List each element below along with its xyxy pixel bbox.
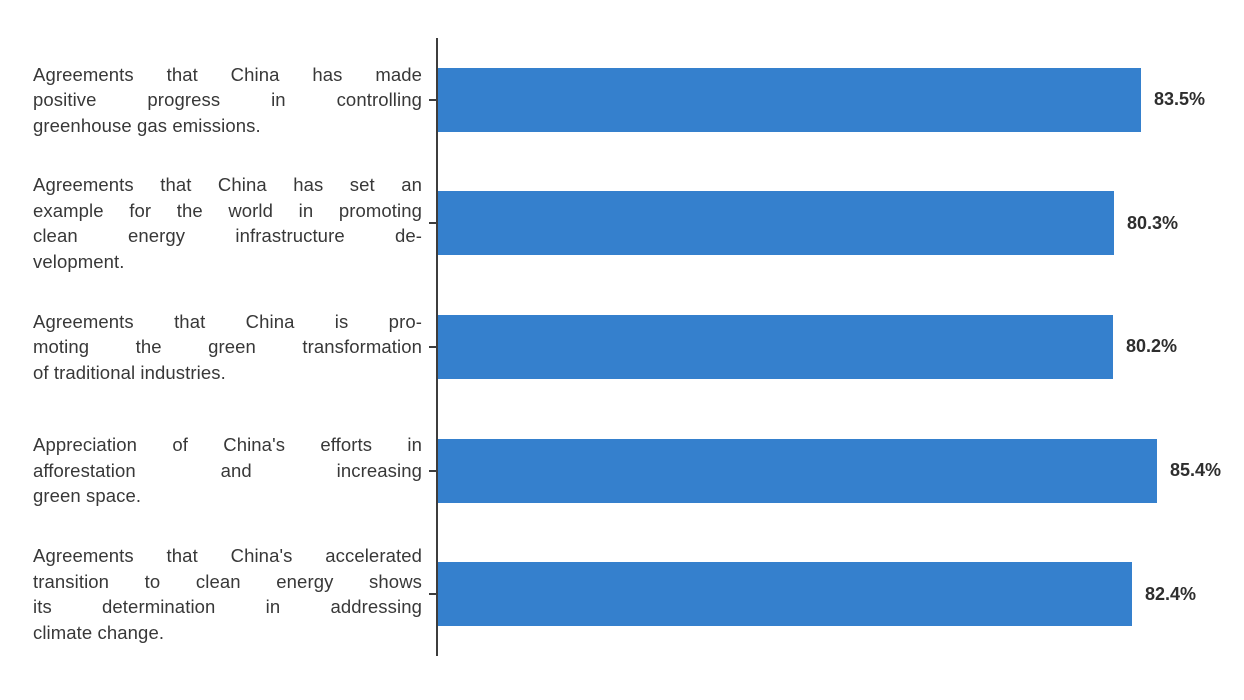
value-label: 83.5% — [1154, 89, 1206, 110]
value-label: 82.4% — [1145, 583, 1197, 604]
category-label: Agreements that China's accelerated tran… — [33, 543, 422, 645]
category-label: Agreements that China has made positive … — [33, 62, 422, 139]
value-label: 80.3% — [1127, 212, 1179, 233]
category-label-line: climate change. — [33, 621, 165, 643]
chart-row: Appreciation of China's efforts in affor… — [0, 409, 1244, 533]
bar-group: 82.4% — [438, 532, 1196, 656]
category-label-line: transition to clean energy shows — [33, 570, 422, 592]
axis-tick — [429, 345, 437, 348]
category-label-line: afforestation and increasing — [33, 459, 422, 481]
bar — [438, 314, 1113, 379]
category-label-line: green space. — [33, 485, 142, 507]
bar-group: 80.2% — [438, 285, 1177, 409]
chart-row: Agreements that China is pro- moting the… — [0, 285, 1244, 409]
bar-group: 83.5% — [438, 38, 1205, 162]
value-label: 80.2% — [1126, 336, 1178, 357]
axis-tick — [429, 98, 437, 101]
chart-row: Agreements that China has set an example… — [0, 162, 1244, 286]
axis-tick — [429, 593, 437, 596]
value-label: 85.4% — [1170, 460, 1222, 481]
category-label-line: Agreements that China is pro- — [33, 310, 422, 332]
bar-group: 85.4% — [438, 409, 1221, 533]
category-label-line: moting the green transformation — [33, 336, 422, 358]
category-label-line: positive progress in controlling — [33, 89, 422, 111]
category-label-line: of traditional industries. — [33, 361, 226, 383]
category-label: Appreciation of China's efforts in affor… — [33, 432, 422, 509]
category-label-line: example for the world in promoting — [33, 199, 422, 221]
bar-group: 80.3% — [438, 162, 1178, 286]
axis-tick — [429, 469, 437, 472]
bar — [438, 562, 1132, 627]
category-label-line: Agreements that China's accelerated — [33, 545, 422, 567]
category-label-line: Agreements that China has made — [33, 63, 422, 85]
bar — [438, 67, 1141, 132]
category-label-line: Appreciation of China's efforts in — [33, 434, 422, 456]
bar — [438, 438, 1157, 503]
category-label-line: greenhouse gas emissions. — [33, 114, 261, 136]
chart-row: Agreements that China has made positive … — [0, 38, 1244, 162]
category-label-line: clean energy infrastructure de- — [33, 225, 422, 247]
category-label: Agreements that China has set an example… — [33, 172, 422, 274]
chart-row: Agreements that China's accelerated tran… — [0, 532, 1244, 656]
category-label-line: velopment. — [33, 250, 125, 272]
category-label-line: Agreements that China has set an — [33, 174, 422, 196]
category-label: Agreements that China is pro- moting the… — [33, 309, 422, 386]
axis-tick — [429, 222, 437, 225]
chart-rows: Agreements that China has made positive … — [0, 38, 1244, 656]
y-axis-line — [436, 38, 438, 656]
bar — [438, 191, 1114, 256]
category-label-line: its determination in addressing — [33, 596, 422, 618]
